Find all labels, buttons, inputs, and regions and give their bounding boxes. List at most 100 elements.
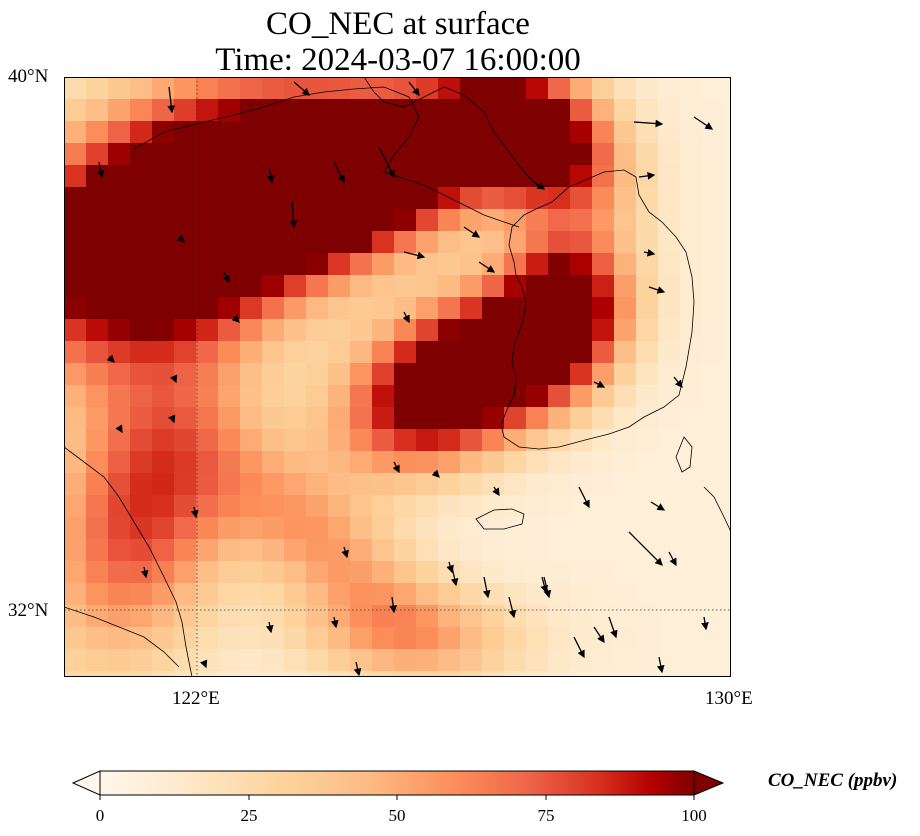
field-cell: [196, 143, 219, 166]
field-cell: [438, 187, 461, 210]
field-cell: [548, 319, 571, 342]
field-cell: [306, 275, 329, 298]
wind-arrow: [638, 171, 656, 180]
field-cell: [152, 495, 175, 518]
field-cell: [284, 319, 307, 342]
field-cell: [504, 231, 527, 254]
field-cell: [108, 407, 131, 430]
field-cell: [328, 583, 351, 606]
field-cell: [240, 649, 263, 672]
wind-vectors: [96, 81, 714, 677]
field-cell: [460, 253, 483, 276]
field-cell: [86, 143, 109, 166]
field-cell: [174, 539, 197, 562]
field-cell: [548, 99, 571, 122]
field-cell: [460, 363, 483, 386]
field-cell: [504, 671, 527, 677]
field-cell: [416, 165, 439, 188]
field-cell: [570, 517, 593, 540]
field-cell: [130, 495, 153, 518]
field-cell: [284, 297, 307, 320]
field-cell: [438, 605, 461, 628]
field-cell: [174, 517, 197, 540]
field-cell: [592, 319, 615, 342]
wind-arrow: [593, 380, 606, 388]
field-cell: [174, 341, 197, 364]
field-cell: [196, 605, 219, 628]
field-cell: [592, 539, 615, 562]
field-cell: [240, 407, 263, 430]
field-cell: [372, 473, 395, 496]
field-cell: [702, 165, 725, 188]
field-cell: [86, 209, 109, 232]
field-cell: [262, 297, 285, 320]
field-cell: [372, 253, 395, 276]
field-cell: [394, 231, 417, 254]
field-cell: [152, 187, 175, 210]
field-cell: [64, 495, 87, 518]
field-cell: [702, 539, 725, 562]
field-cell: [394, 429, 417, 452]
wind-arrow: [431, 469, 440, 478]
field-cell: [570, 605, 593, 628]
field-cell: [350, 671, 373, 677]
field-cell: [218, 209, 241, 232]
field-cell: [372, 77, 395, 100]
field-cell: [592, 473, 615, 496]
field-cell: [108, 143, 131, 166]
field-cell: [438, 385, 461, 408]
field-cell: [152, 77, 175, 100]
field-cell: [174, 385, 197, 408]
field-cell: [108, 99, 131, 122]
field-cell: [460, 143, 483, 166]
field-cell: [262, 385, 285, 408]
field-cell: [680, 253, 703, 276]
field-cell: [350, 429, 373, 452]
field-cell: [218, 517, 241, 540]
field-cell: [372, 319, 395, 342]
field-cell: [724, 539, 731, 562]
field-cell: [152, 143, 175, 166]
field-cell: [504, 407, 527, 430]
field-cell: [306, 517, 329, 540]
field-cell: [284, 539, 307, 562]
field-cell: [350, 583, 373, 606]
field-cell: [614, 209, 637, 232]
field-cell: [548, 77, 571, 100]
field-cell: [284, 671, 307, 677]
field-cell: [64, 297, 87, 320]
field-cell: [152, 561, 175, 584]
field-cell: [372, 165, 395, 188]
field-cell: [526, 583, 549, 606]
field-cell: [724, 671, 731, 677]
field-cell: [416, 209, 439, 232]
field-cell: [570, 275, 593, 298]
field-cell: [152, 407, 175, 430]
field-cell: [196, 539, 219, 562]
field-cell: [130, 671, 153, 677]
field-cell: [416, 231, 439, 254]
field-cell: [262, 495, 285, 518]
field-cell: [592, 77, 615, 100]
field-cell: [614, 275, 637, 298]
field-cell: [548, 363, 571, 386]
field-cell: [394, 451, 417, 474]
field-cell: [416, 473, 439, 496]
field-cell: [680, 649, 703, 672]
field-cell: [658, 77, 681, 100]
field-cell: [658, 319, 681, 342]
field-cell: [86, 451, 109, 474]
field-cell: [680, 121, 703, 144]
field-cell: [548, 275, 571, 298]
field-cell: [174, 165, 197, 188]
field-cell: [372, 671, 395, 677]
field-cell: [240, 385, 263, 408]
field-cell: [592, 187, 615, 210]
field-cell: [504, 275, 527, 298]
wind-arrow: [701, 616, 709, 631]
field-cell: [570, 451, 593, 474]
field-cell: [658, 99, 681, 122]
field-cell: [64, 187, 87, 210]
field-cell: [284, 231, 307, 254]
wind-arrow: [650, 501, 666, 511]
